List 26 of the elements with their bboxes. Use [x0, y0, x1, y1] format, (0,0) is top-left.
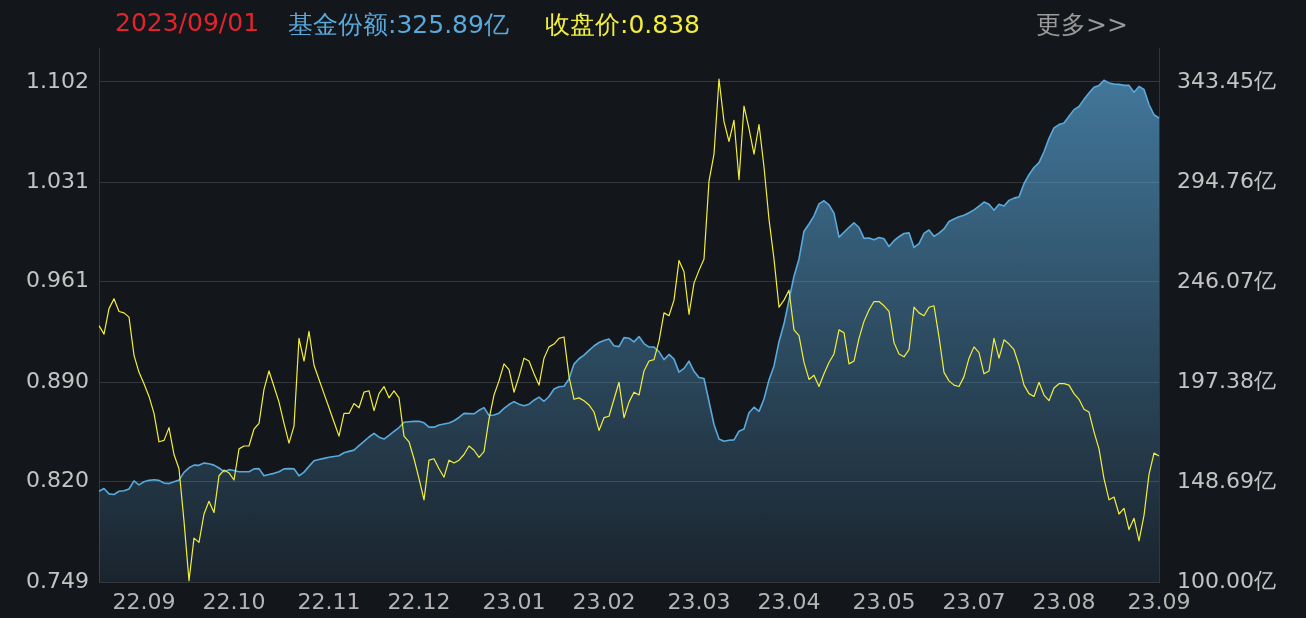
y2-tick-label: 197.38亿: [1177, 367, 1276, 393]
y-tick-label: 1.031: [26, 168, 89, 194]
y2-tick-label: 148.69亿: [1177, 467, 1276, 493]
x-tick-label: 22.12: [387, 588, 451, 614]
text: 收盘价:0.838: [545, 9, 700, 41]
text: 2023/09/01: [115, 8, 260, 37]
x-tick-label: 23.05: [852, 588, 916, 614]
x-tick-label: 23.02: [572, 588, 636, 614]
x-tick-label: 23.01: [482, 588, 546, 614]
x-tick-label: 23.08: [1032, 588, 1096, 614]
y-tick-label: 1.102: [26, 67, 89, 93]
y2-tick-label: 246.07亿: [1177, 267, 1276, 293]
y-tick-label: 0.820: [26, 467, 89, 493]
x-tick-label: 22.11: [297, 588, 361, 614]
y2-tick-label: 294.76亿: [1177, 167, 1276, 193]
x-tick-label: 23.07: [942, 588, 1006, 614]
x-tick-label: 22.09: [112, 588, 176, 614]
y-tick-label: 0.749: [26, 567, 89, 593]
y-tick-label: 0.961: [26, 267, 89, 293]
x-tick-label: 22.10: [202, 588, 266, 614]
x-tick-label: 23.04: [757, 588, 821, 614]
text: 更多>>: [1036, 9, 1128, 41]
y-tick-label: 0.890: [26, 368, 89, 393]
x-tick-label: 23.03: [667, 588, 731, 614]
y2-tick-label: 343.45亿: [1177, 67, 1276, 93]
text: 基金份额:325.89亿: [288, 9, 509, 41]
